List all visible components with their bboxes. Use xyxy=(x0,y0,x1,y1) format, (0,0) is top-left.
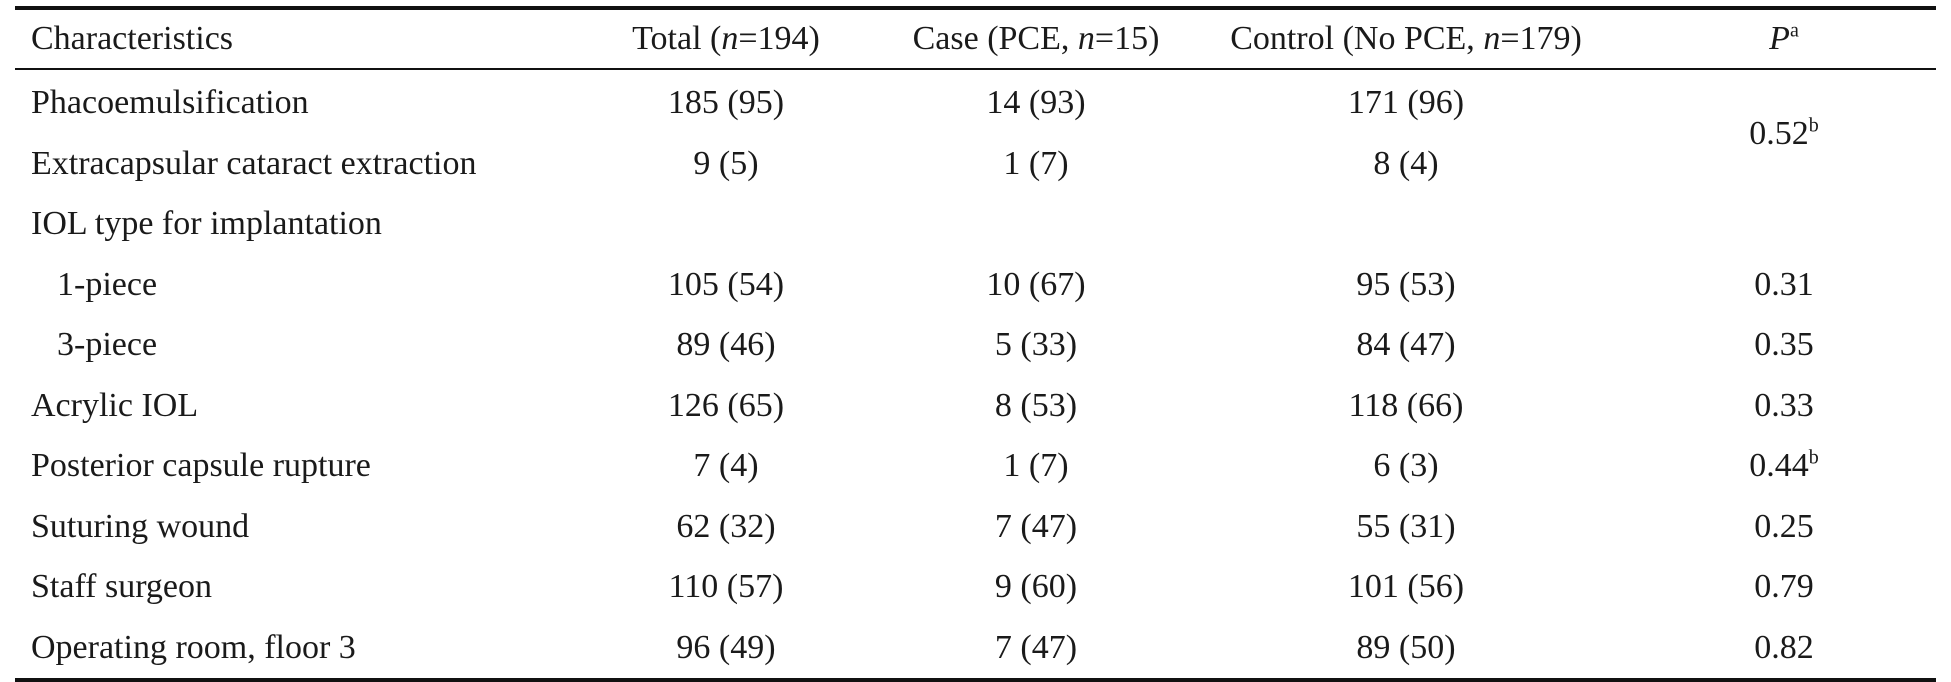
cell-case: 1 (7) xyxy=(1003,144,1069,182)
row-label: 3-piece xyxy=(57,326,158,364)
footnote-marker: b xyxy=(1808,446,1819,469)
characteristics-table-body: Phacoemulsification 185 (95) 14 (93) 171… xyxy=(15,70,1951,678)
cell-control: 101 (56) xyxy=(1347,568,1465,606)
cell-control: 118 (66) xyxy=(1348,386,1464,424)
cell-control: 55 (31) xyxy=(1356,507,1456,545)
cell-case: 1 (7) xyxy=(1003,447,1069,485)
table-row: 1-piece 105 (54) 10 (67) 95 (53) 0.31 xyxy=(15,255,1951,316)
cell-total: 89 (46) xyxy=(676,326,776,364)
table-row: Phacoemulsification 185 (95) 14 (93) 171… xyxy=(15,70,1951,151)
cell-p-value: 0.25 xyxy=(1754,507,1814,545)
footnote-marker: a xyxy=(1789,19,1799,42)
row-label: Posterior capsule rupture xyxy=(31,447,371,485)
row-label: Acrylic IOL xyxy=(31,386,199,424)
header-p-value: Pa xyxy=(1769,19,1799,57)
cell-p-value: 0.31 xyxy=(1754,265,1814,303)
footnote-marker: b xyxy=(1808,114,1819,137)
cell-total: 62 (32) xyxy=(676,507,776,545)
cell-total: 96 (49) xyxy=(676,628,776,666)
table-row-group-heading: IOL type for implantation xyxy=(15,194,1951,255)
header-control: Control (No PCE, n=179) xyxy=(1230,20,1582,57)
row-label: IOL type for implantation xyxy=(31,205,382,243)
cell-total: 9 (5) xyxy=(693,144,759,182)
cell-total: 126 (65) xyxy=(667,386,785,424)
cell-total: 185 (95) xyxy=(667,84,785,122)
row-label: Staff surgeon xyxy=(31,568,213,606)
table-row: Extracapsular cataract extraction 9 (5) … xyxy=(15,134,1951,195)
header-case: Case (PCE, n=15) xyxy=(912,20,1160,57)
cell-case: 7 (47) xyxy=(994,507,1078,545)
data-table-container: Characteristics Total (n=194) Case (PCE,… xyxy=(15,6,1936,682)
table-row: 3-piece 89 (46) 5 (33) 84 (47) 0.35 xyxy=(15,315,1951,376)
cell-p-value: 0.35 xyxy=(1754,326,1814,364)
row-label: Phacoemulsification xyxy=(31,84,309,122)
cell-control: 84 (47) xyxy=(1356,326,1456,364)
header-row: Characteristics Total (n=194) Case (PCE,… xyxy=(15,10,1951,68)
cell-control: 171 (96) xyxy=(1347,84,1465,122)
row-label: Suturing wound xyxy=(31,507,250,545)
header-total: Total (n=194) xyxy=(632,20,820,57)
row-label: Extracapsular cataract extraction xyxy=(31,144,477,182)
cell-control: 89 (50) xyxy=(1356,628,1456,666)
cell-case: 5 (33) xyxy=(994,326,1078,364)
cell-p-value: 0.79 xyxy=(1754,568,1814,606)
row-label: 1-piece xyxy=(57,265,158,303)
characteristics-table: Characteristics Total (n=194) Case (PCE,… xyxy=(15,10,1951,68)
cell-total: 110 (57) xyxy=(668,568,784,606)
table-bottom-rule xyxy=(15,678,1936,682)
cell-case: 8 (53) xyxy=(994,386,1078,424)
cell-total: 7 (4) xyxy=(693,447,759,485)
cell-control: 6 (3) xyxy=(1373,447,1439,485)
cell-p-value: 0.44b xyxy=(1749,446,1819,485)
cell-control: 95 (53) xyxy=(1356,265,1456,303)
cell-control: 8 (4) xyxy=(1373,144,1439,182)
cell-case: 7 (47) xyxy=(994,628,1078,666)
table-row: Staff surgeon 110 (57) 9 (60) 101 (56) 0… xyxy=(15,557,1951,618)
table-row: Posterior capsule rupture 7 (4) 1 (7) 6 … xyxy=(15,436,1951,497)
cell-case: 10 (67) xyxy=(986,265,1086,303)
cell-case: 9 (60) xyxy=(994,568,1078,606)
table-row: Operating room, floor 3 96 (49) 7 (47) 8… xyxy=(15,618,1951,679)
table-row: Suturing wound 62 (32) 7 (47) 55 (31) 0.… xyxy=(15,497,1951,558)
cell-p-value: 0.52b xyxy=(1749,114,1819,152)
table-top-rule xyxy=(15,6,1936,10)
table-row: Acrylic IOL 126 (65) 8 (53) 118 (66) 0.3… xyxy=(15,376,1951,437)
table-header-rule xyxy=(15,68,1936,70)
header-characteristics: Characteristics xyxy=(31,20,234,57)
cell-p-value: 0.33 xyxy=(1754,386,1814,424)
cell-p-value: 0.82 xyxy=(1754,628,1814,666)
cell-total: 105 (54) xyxy=(667,265,785,303)
row-label: Operating room, floor 3 xyxy=(31,628,356,666)
cell-case: 14 (93) xyxy=(986,84,1086,122)
